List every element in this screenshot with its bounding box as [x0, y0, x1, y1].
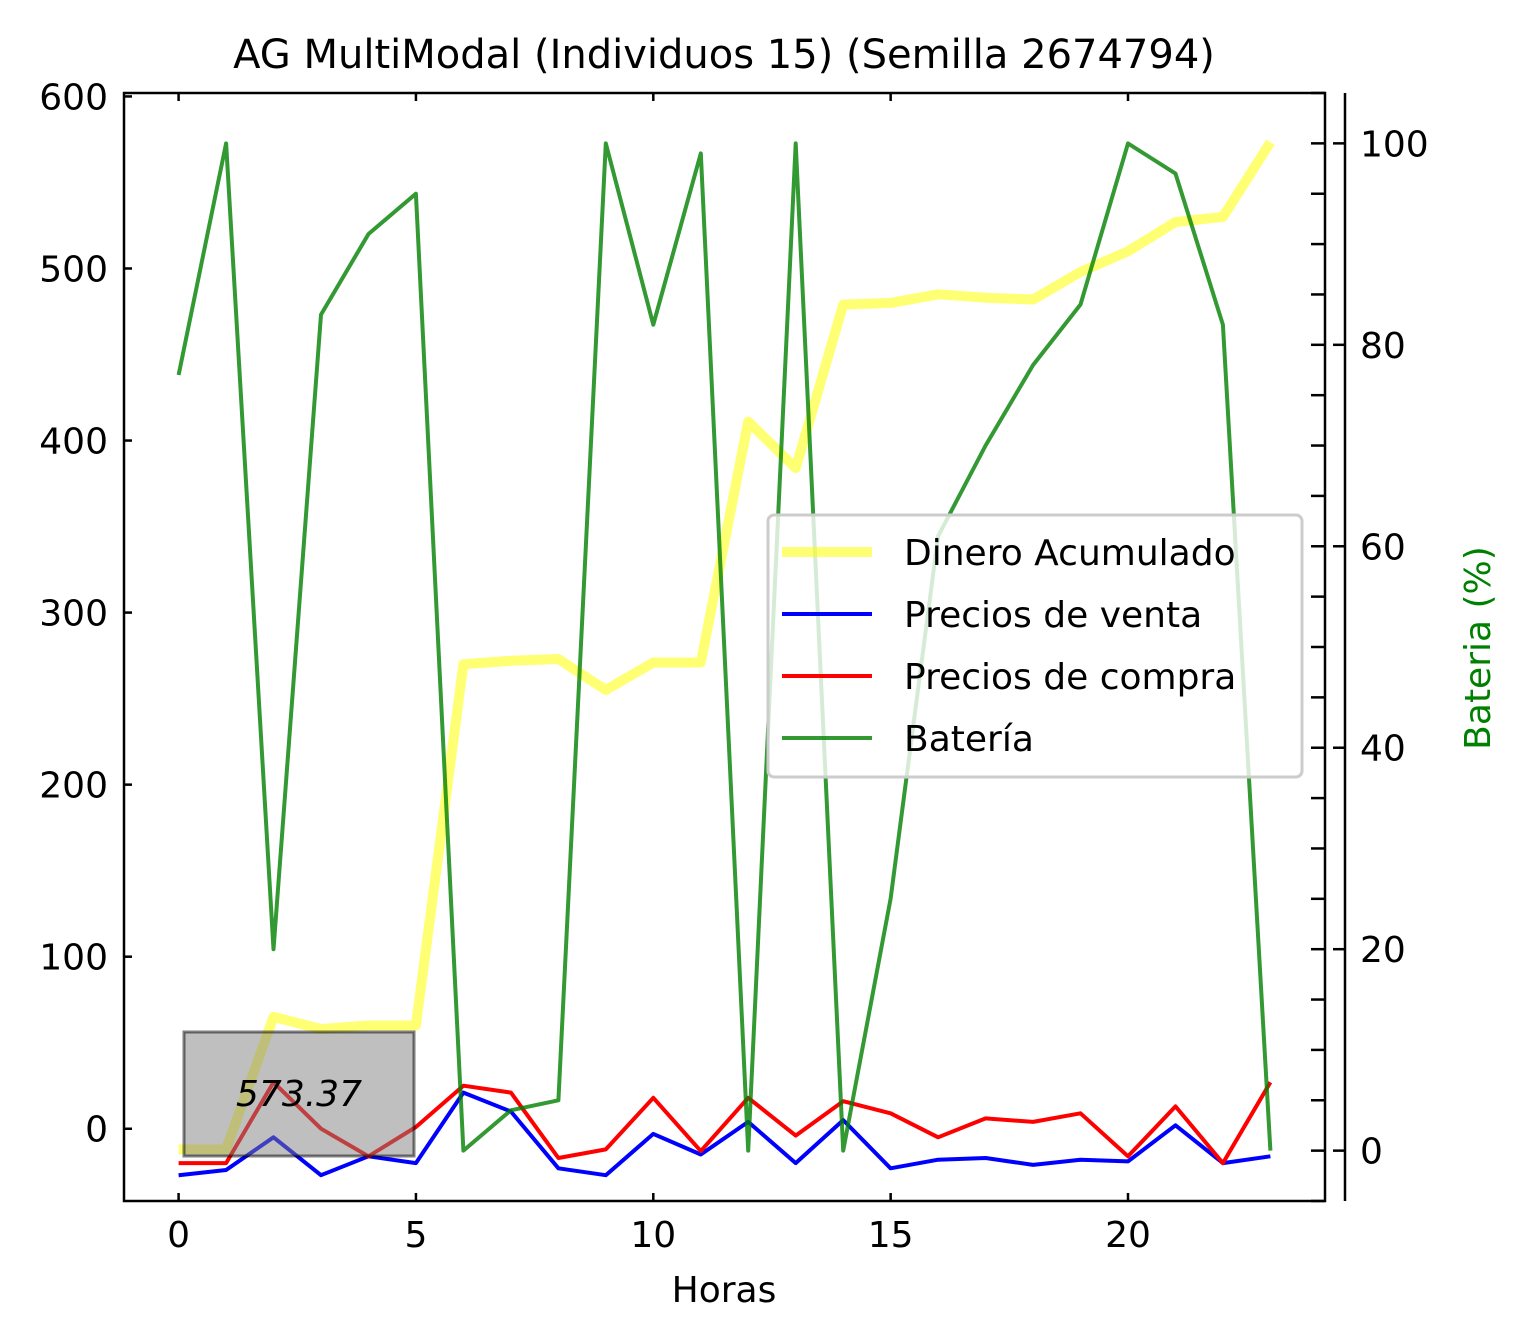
- series-line-bateria: [176, 141, 1273, 1153]
- y-tick-label: 600: [39, 77, 108, 118]
- right-y-axis-label: Bateria (%): [1458, 546, 1499, 750]
- y2-tick-label: 60: [1360, 527, 1406, 568]
- legend-item-dinero-acumulado: Dinero Acumulado: [782, 533, 1236, 574]
- x-tick-label: 20: [1105, 1215, 1151, 1256]
- y-tick-label: 300: [39, 594, 108, 635]
- legend-label: Precios de venta: [904, 595, 1202, 636]
- x-tick-label: 0: [167, 1215, 190, 1256]
- y2-tick-label: 0: [1360, 1132, 1383, 1173]
- value-annotation: 573.37: [182, 1030, 416, 1158]
- x-tick-label: 5: [404, 1215, 427, 1256]
- series-line-dinero-acumulado: [178, 139, 1275, 1155]
- legend-item-precios-de-venta: Precios de venta: [782, 595, 1202, 636]
- chart-title: AG MultiModal (Individuos 15) (Semilla 2…: [233, 32, 1215, 78]
- x-tick-label: 10: [630, 1215, 676, 1256]
- legend-label: Batería: [904, 719, 1034, 760]
- series-line-precios-de-venta: [178, 1090, 1271, 1178]
- legend-label: Dinero Acumulado: [904, 533, 1236, 574]
- annotation-text: 573.37: [236, 1074, 362, 1115]
- y-tick-label: 400: [39, 422, 108, 463]
- y-tick-label: 100: [39, 938, 108, 979]
- y-tick-label: 200: [39, 766, 108, 807]
- annotation-box: [182, 1030, 416, 1158]
- legend: Dinero Acumulado Precios de venta Precios …: [766, 513, 1304, 779]
- y2-tick-label: 40: [1360, 729, 1406, 770]
- y2-tick-label: 20: [1360, 930, 1406, 971]
- legend-box: [766, 513, 1304, 779]
- legend-label: Precios de compra: [904, 657, 1236, 698]
- y2-tick-label: 80: [1360, 326, 1406, 367]
- legend-item-bateria: Batería: [782, 719, 1034, 760]
- x-tick-label: 15: [868, 1215, 914, 1256]
- y-tick-label: 0: [85, 1110, 108, 1151]
- legend-item-precios-de-compra: Precios de compra: [782, 657, 1236, 698]
- x-axis-label: Horas: [672, 1270, 777, 1311]
- legend-items: Dinero Acumulado Precios de venta Precios …: [782, 533, 1236, 760]
- y2-tick-label: 100: [1360, 124, 1429, 165]
- y-tick-label: 500: [39, 249, 108, 290]
